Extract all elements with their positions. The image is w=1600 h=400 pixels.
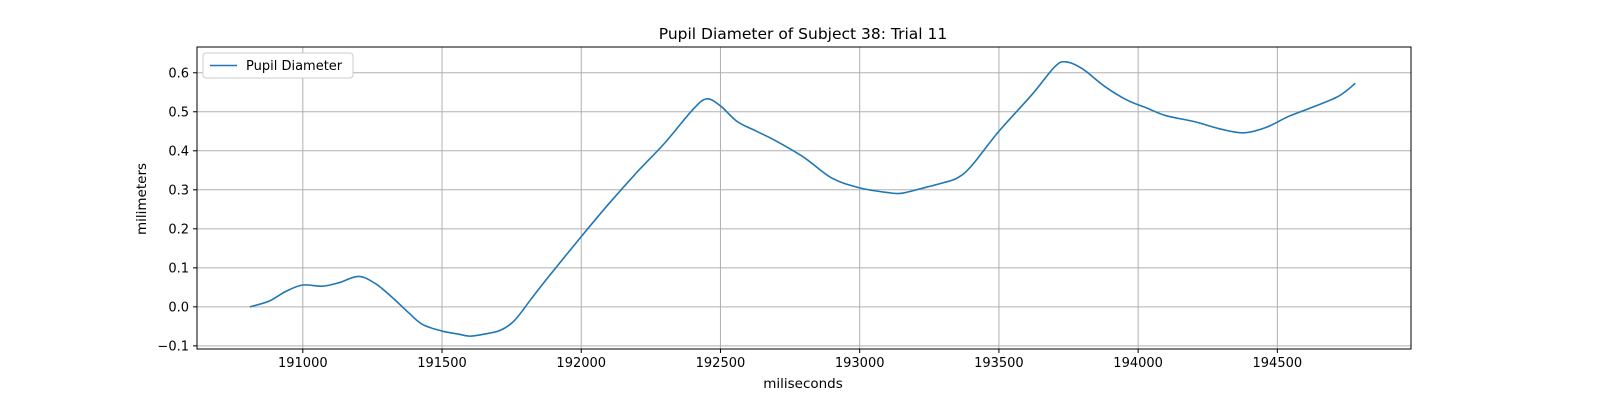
y-tick-label: 0.2 (168, 222, 189, 237)
y-tick-label: 0.4 (168, 144, 189, 159)
y-tick-label: 0.1 (168, 261, 189, 276)
chart-title: Pupil Diameter of Subject 38: Trial 11 (659, 25, 948, 43)
y-tick-label: 0.0 (168, 300, 189, 315)
x-tick-label: 192500 (696, 356, 746, 371)
series-layer (249, 60, 1356, 337)
legend-label: Pupil Diameter (246, 59, 343, 74)
y-tick-label: 0.3 (168, 183, 189, 198)
x-tick-label: 193000 (835, 356, 885, 371)
tick-layer: 191000 191500 192000 192500 193000 193500 1940… (157, 66, 1302, 371)
y-tick-label: −0.1 (157, 339, 189, 354)
y-tick-label: 0.5 (168, 105, 189, 120)
x-tick-label: 193500 (974, 356, 1024, 371)
legend: Pupil Diameter (202, 52, 354, 79)
x-tick-label: 191500 (417, 356, 467, 371)
series-line-pupil-diameter (249, 60, 1356, 337)
x-tick-label: 192000 (556, 356, 606, 371)
grid-layer (197, 47, 1411, 349)
plot-area-frame (196, 46, 1412, 350)
x-axis-title: miliseconds (763, 376, 843, 392)
y-tick-label: 0.6 (168, 66, 189, 81)
x-tick-label: 191000 (278, 356, 328, 371)
x-tick-label: 194000 (1113, 356, 1163, 371)
x-tick-label: 194500 (1253, 356, 1303, 371)
y-axis-title: milimeters (134, 163, 150, 235)
legend-box (202, 52, 354, 79)
